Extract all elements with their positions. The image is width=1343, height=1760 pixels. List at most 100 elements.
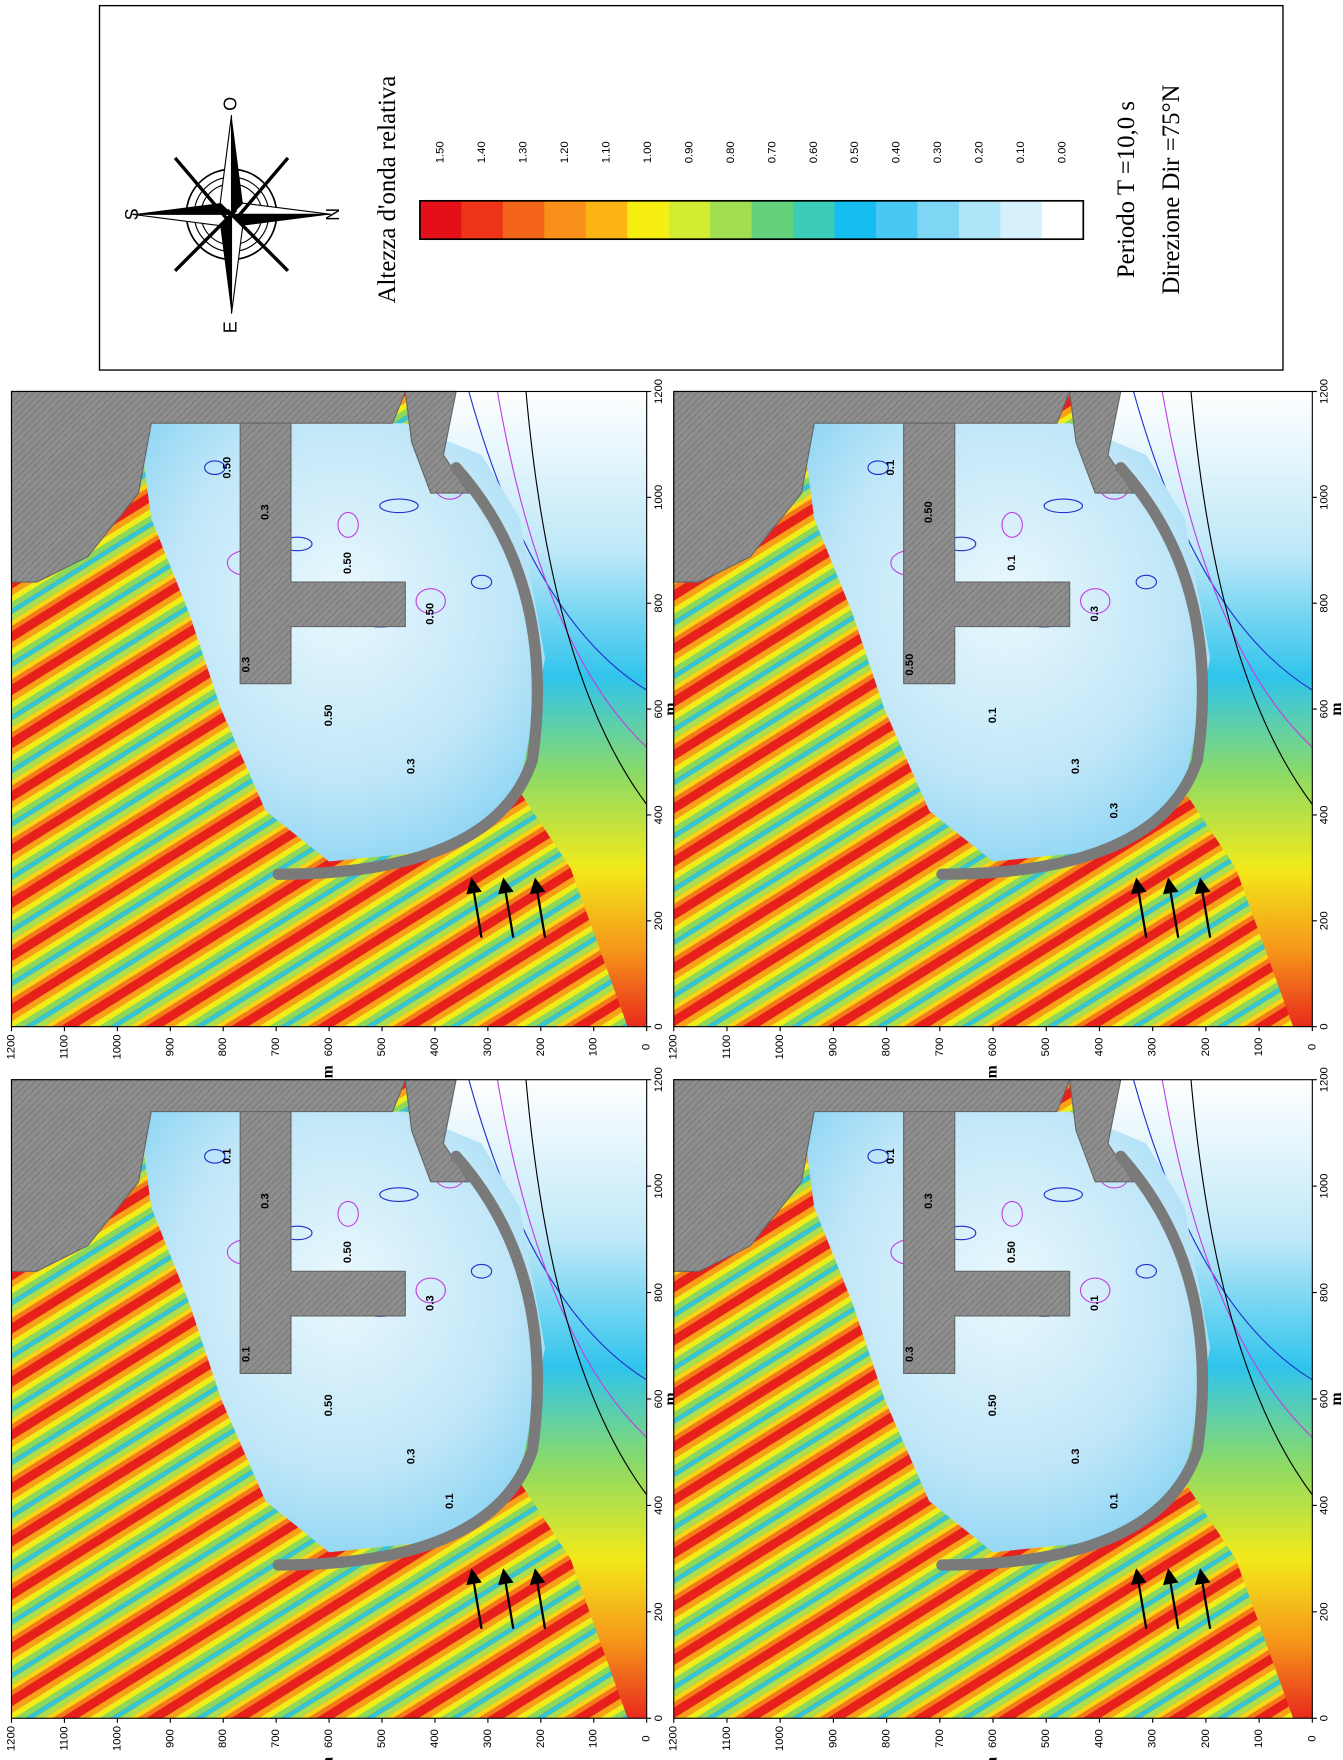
x-tick-label: 1000 <box>1319 1174 1331 1199</box>
y-tick-label: 300 <box>1147 1038 1159 1057</box>
contour-label: 0.3 <box>1070 758 1082 774</box>
y-axis-label: m <box>320 1065 337 1078</box>
y-axis-label: m <box>984 1065 1001 1078</box>
y-tick-label: 1100 <box>58 1035 70 1059</box>
y-tick-label: 500 <box>376 1729 388 1748</box>
y-tick-label: 100 <box>588 1038 600 1057</box>
maps: 0.50 0.3 0.50 0.3 0.50 0.50 0.3 0 100 200 300 400 50… <box>5 379 1343 1760</box>
y-tick-label: 900 <box>164 1038 176 1057</box>
x-tick-label: 1000 <box>653 1174 665 1199</box>
compass-label: E <box>220 321 240 333</box>
x-tick-label: 800 <box>1319 594 1331 613</box>
compass-label: S <box>122 208 142 220</box>
x-tick-label: 1200 <box>1319 1067 1331 1092</box>
x-tick-label: 1200 <box>653 1067 665 1092</box>
contour-label: 0.50 <box>987 1394 999 1416</box>
contour-label: 0.3 <box>904 1346 916 1362</box>
x-axis-label: m <box>1328 702 1343 715</box>
scale-label: 0.90 <box>683 141 695 163</box>
color-cell <box>959 201 1001 239</box>
contour-label: 0.50 <box>342 1241 354 1263</box>
figure: O S N E Altezza d'onda relativa Periodo … <box>0 0 1343 1760</box>
color-cell <box>544 201 586 239</box>
y-tick-label: 100 <box>588 1729 600 1748</box>
contour-label: 0.3 <box>406 1449 418 1465</box>
contour-label: 0.3 <box>260 1193 272 1209</box>
y-tick-label: 500 <box>1040 1729 1052 1748</box>
y-tick-label: 200 <box>1200 1038 1212 1057</box>
color-cell <box>752 201 794 239</box>
scale-label: 0.80 <box>725 141 737 163</box>
contour-label: 0.3 <box>260 504 272 520</box>
contour-label: 0.1 <box>987 708 999 724</box>
y-tick-label: 1200 <box>668 1726 680 1751</box>
y-tick-label: 0 <box>641 1735 653 1741</box>
color-cell <box>876 201 918 239</box>
contour-label: 0.50 <box>425 603 437 625</box>
compass-label: N <box>323 208 343 221</box>
scale-label: 0.40 <box>891 141 903 163</box>
x-tick-label: 200 <box>653 1602 665 1621</box>
contour-label: 0.1 <box>885 460 897 476</box>
y-tick-label: 1000 <box>774 1726 786 1751</box>
contour-label: 0.3 <box>1108 803 1120 819</box>
contour-label: 0.3 <box>425 1295 437 1311</box>
contour-label: 0.1 <box>1006 555 1018 571</box>
legend-title: Altezza d'onda relativa <box>374 76 401 304</box>
scale-label: 1.50 <box>435 141 447 163</box>
y-tick-label: 800 <box>217 1729 229 1748</box>
color-cell <box>1000 201 1042 239</box>
y-tick-label: 1000 <box>774 1034 786 1059</box>
x-tick-label: 0 <box>653 1024 665 1030</box>
color-cell <box>503 201 545 239</box>
y-tick-label: 200 <box>535 1038 547 1057</box>
y-tick-label: 600 <box>987 1729 999 1748</box>
y-tick-label: 400 <box>429 1038 441 1057</box>
y-tick-label: 700 <box>934 1729 946 1748</box>
wave-map: 0.500.30.500.30.500.500.3010020030040050… <box>5 379 679 1078</box>
wave-map: 0.10.30.500.30.10.500.30.101002003004005… <box>668 1067 1343 1760</box>
y-tick-label: 700 <box>270 1038 282 1057</box>
y-tick-label: 600 <box>323 1729 335 1748</box>
scale-label: 0.00 <box>1057 141 1069 163</box>
contour-label: 0.50 <box>923 501 935 523</box>
scale-label: 0.50 <box>849 141 861 163</box>
x-tick-label: 1000 <box>653 485 665 510</box>
y-tick-label: 1000 <box>111 1034 123 1059</box>
wave-map: 0.10.30.500.10.30.500.30.101002003004005… <box>5 1067 679 1760</box>
y-tick-label: 1200 <box>5 1034 17 1059</box>
color-cell <box>917 201 959 239</box>
color-cell <box>627 201 669 239</box>
color-cell <box>793 201 835 239</box>
y-tick-label: 100 <box>1253 1038 1265 1057</box>
color-cell <box>1042 201 1084 239</box>
scale-label: 1.40 <box>476 141 488 163</box>
x-tick-label: 0 <box>1319 1715 1331 1721</box>
contour-label: 0.3 <box>923 1193 935 1209</box>
y-tick-label: 300 <box>1147 1729 1159 1748</box>
y-tick-label: 0 <box>1306 1044 1318 1050</box>
y-tick-label: 1100 <box>721 1035 733 1059</box>
contour-label: 0.1 <box>444 1493 456 1509</box>
scale-label: 1.20 <box>559 141 571 163</box>
contour-label: 0.3 <box>1089 606 1101 622</box>
y-tick-label: 900 <box>827 1038 839 1057</box>
scale-label: 1.00 <box>642 141 654 163</box>
color-cell <box>586 201 628 239</box>
color-cell <box>669 201 711 239</box>
scale-label: 1.10 <box>600 141 612 163</box>
color-cell <box>420 201 462 239</box>
y-tick-label: 400 <box>1093 1729 1105 1748</box>
y-tick-label: 400 <box>1093 1038 1105 1057</box>
scale-label: 0.10 <box>1015 141 1027 163</box>
contour-label: 0.1 <box>241 1346 253 1362</box>
direction-text: Direzione Dir =75°N <box>1158 84 1185 294</box>
contour-label: 0.1 <box>1089 1295 1101 1311</box>
y-tick-label: 1200 <box>668 1034 680 1059</box>
y-tick-label: 500 <box>1040 1038 1052 1057</box>
contour-label: 0.50 <box>342 552 354 574</box>
y-tick-label: 900 <box>164 1729 176 1748</box>
contour-label: 0.3 <box>241 657 253 673</box>
compass-label: O <box>220 97 240 111</box>
contour-label: 0.3 <box>406 758 418 774</box>
